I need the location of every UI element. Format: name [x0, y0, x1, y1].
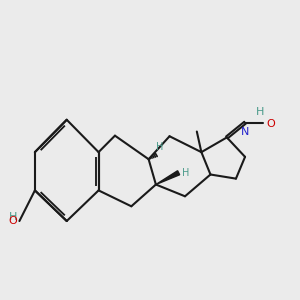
Text: N: N [241, 127, 249, 137]
Text: H: H [8, 212, 17, 222]
Text: O: O [266, 119, 275, 129]
Text: H: H [156, 142, 163, 152]
Polygon shape [156, 171, 180, 184]
Text: H: H [256, 107, 265, 117]
Text: O: O [8, 216, 17, 226]
Text: H: H [182, 168, 189, 178]
